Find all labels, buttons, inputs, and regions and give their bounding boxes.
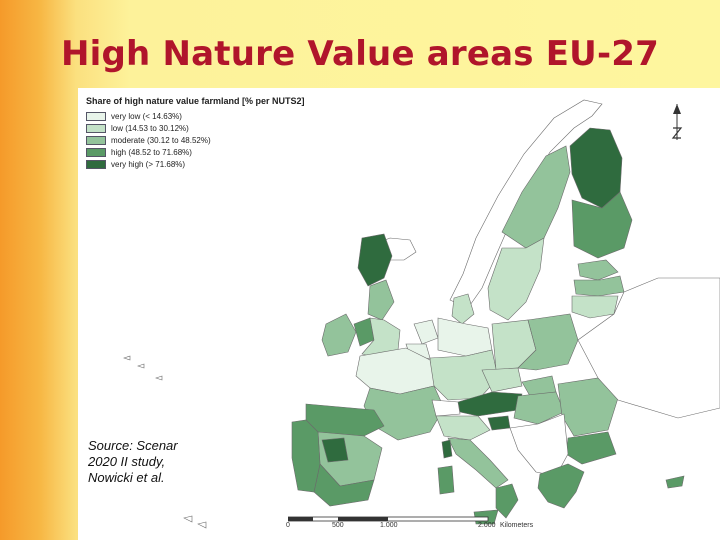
scale-bar-graphic (287, 516, 489, 522)
legend-swatch (86, 135, 106, 145)
source-line: Source: Scenar (88, 438, 178, 453)
scale-tick-label: 1.000 (380, 522, 398, 529)
region-italy-north (435, 415, 491, 441)
europe-hnv-map (123, 99, 720, 529)
legend-title: Share of high nature value farmland [% p… (86, 96, 305, 106)
legend-label: moderate (30.12 to 48.52%) (111, 135, 211, 145)
region-sardinia (437, 465, 455, 495)
legend: Share of high nature value farmland [% p… (86, 96, 305, 170)
region-poland-east (517, 313, 579, 371)
region-scotland (357, 233, 393, 287)
region-netherlands (413, 319, 439, 345)
slide-title: High Nature Value areas EU-27 (60, 34, 659, 74)
region-lithuania (571, 295, 619, 319)
region-greece (537, 463, 585, 509)
region-finland-north (569, 127, 623, 209)
region-switzerland (431, 399, 461, 417)
legend-swatch (86, 147, 106, 157)
source-line: Nowicki et al. (88, 470, 165, 485)
source-note: Source: Scenar 2020 II study, Nowicki et… (88, 438, 178, 486)
scale-tick-label: 500 (332, 522, 344, 529)
region-germany-north (437, 317, 493, 357)
region-germany-south (429, 349, 499, 401)
region-spain-castilla (321, 437, 349, 463)
legend-item: low (14.53 to 30.12%) (86, 122, 305, 134)
legend-label: very high (> 71.68%) (111, 159, 186, 169)
scale-tick-label: 2.000 (478, 522, 496, 529)
region-azores (123, 355, 163, 381)
region-sweden-south (487, 237, 545, 321)
region-czechia (481, 367, 523, 393)
legend-item: moderate (30.12 to 48.52%) (86, 134, 305, 146)
region-estonia (577, 259, 619, 281)
region-portugal (291, 419, 321, 493)
legend-swatch (86, 159, 106, 169)
region-balkans (509, 413, 569, 477)
scale-bar: 0 500 1.000 2.000 Kilometers (286, 512, 538, 530)
region-italy-centre (447, 437, 509, 489)
map-panel: Share of high nature value farmland [% p… (78, 88, 720, 540)
legend-label: low (14.53 to 30.12%) (111, 123, 189, 133)
region-norway (449, 99, 603, 309)
region-corsica (441, 439, 453, 459)
legend-item: very high (> 71.68%) (86, 158, 305, 170)
legend-swatch (86, 123, 106, 133)
legend-swatch (86, 111, 106, 121)
legend-label: high (48.52 to 71.68%) (111, 147, 192, 157)
region-italy-south (495, 483, 519, 519)
scale-unit-label: Kilometers (500, 522, 534, 529)
region-cyprus (665, 475, 685, 489)
region-bulgaria (565, 431, 617, 465)
region-non-eu-east (577, 277, 720, 419)
region-canaries (183, 515, 207, 529)
legend-label: very low (< 14.63%) (111, 111, 182, 121)
legend-item: very low (< 14.63%) (86, 110, 305, 122)
region-hungary (513, 391, 565, 425)
legend-item: high (48.52 to 71.68%) (86, 146, 305, 158)
region-ireland (321, 313, 357, 357)
scale-tick-label: 0 (286, 522, 290, 529)
north-arrow-icon (671, 104, 683, 140)
region-slovenia (487, 415, 511, 431)
region-finland-south (571, 191, 633, 259)
source-line: 2020 II study, (88, 454, 166, 469)
region-england-north (367, 279, 395, 321)
region-denmark (451, 293, 475, 325)
